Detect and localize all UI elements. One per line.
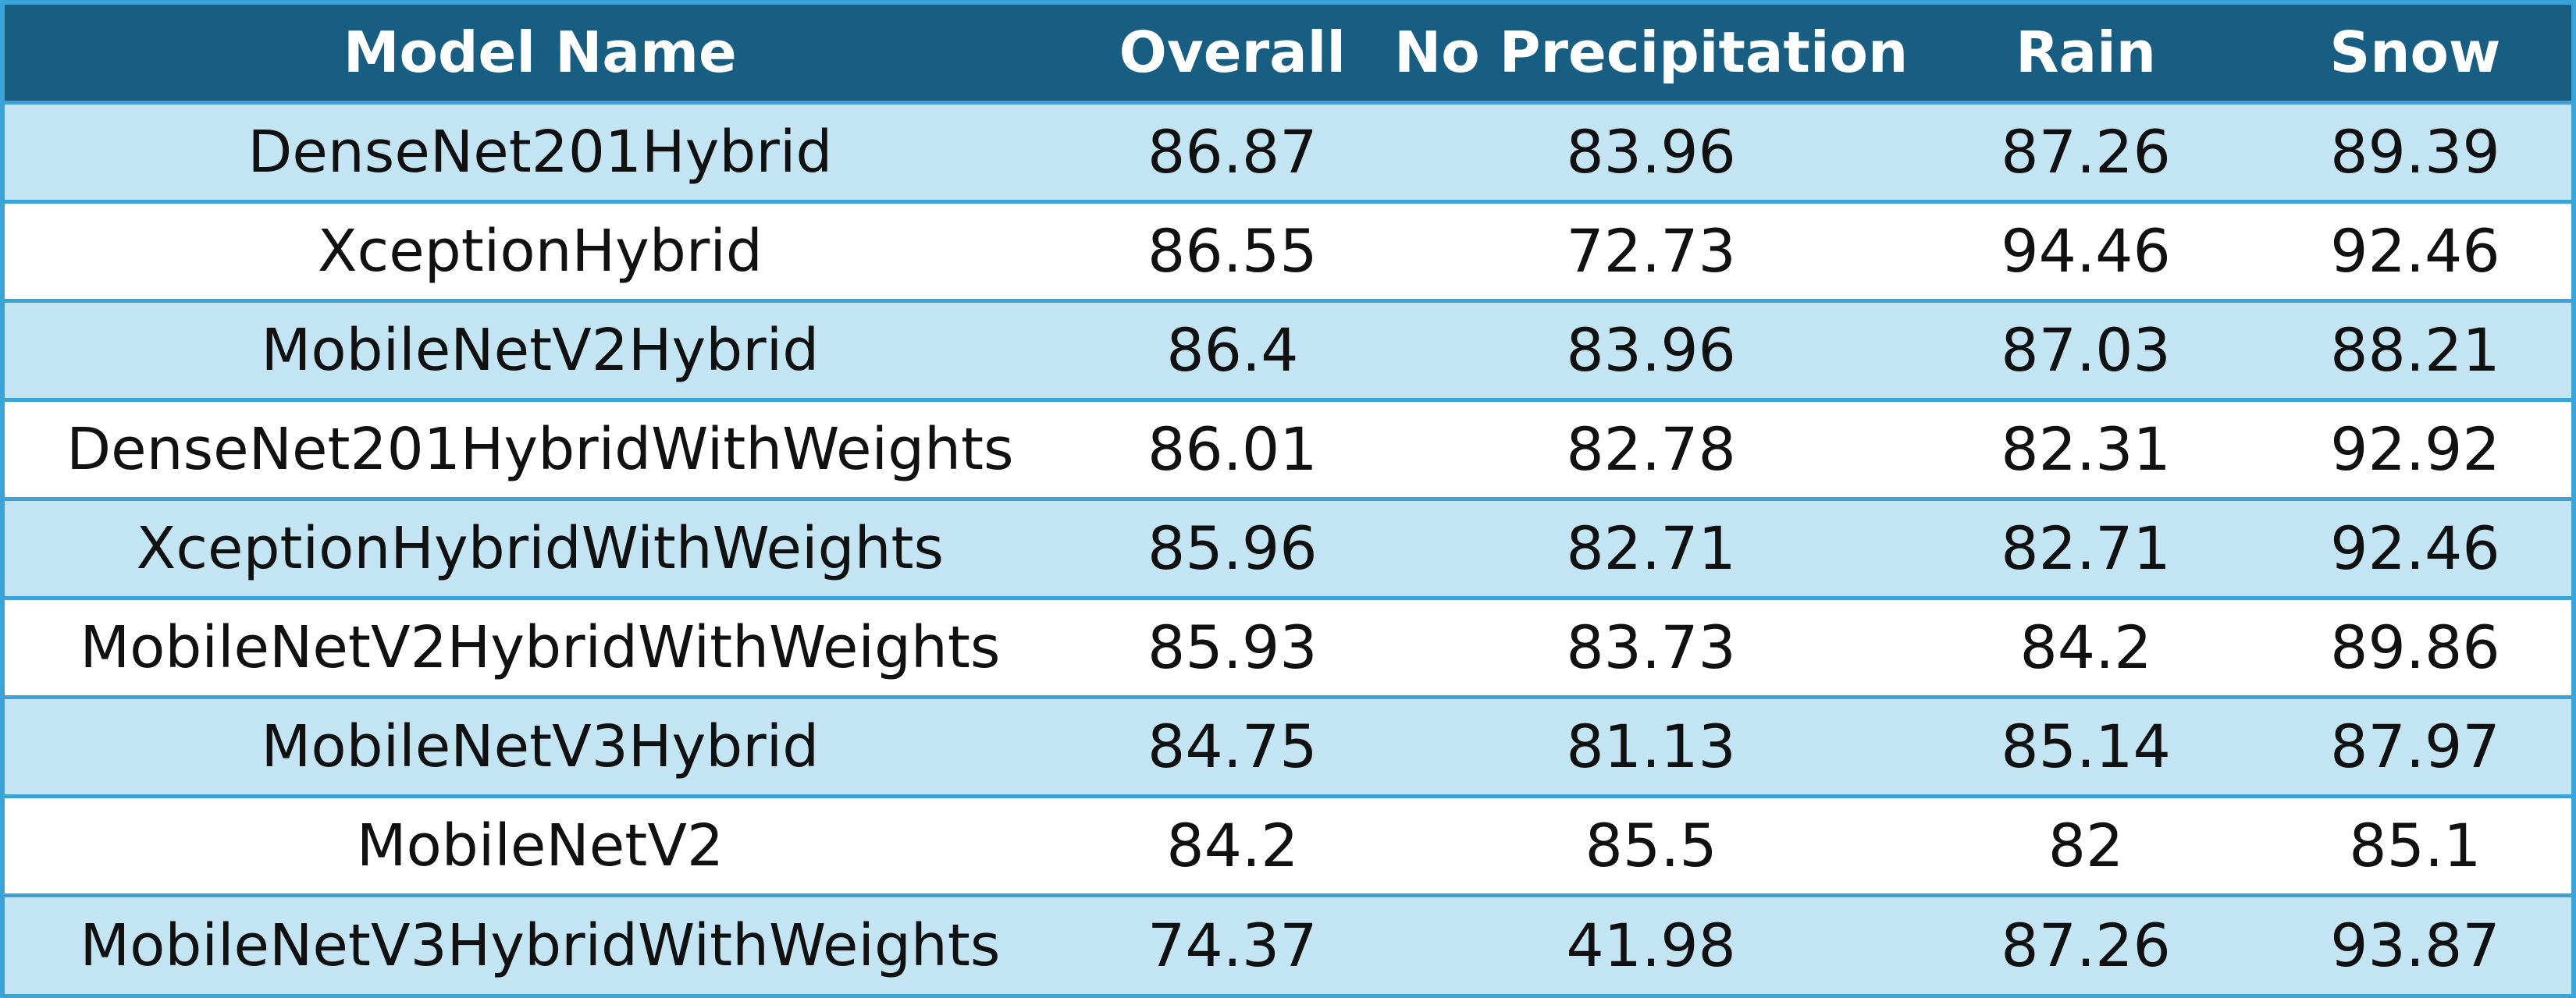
rain-cell: 85.14	[1912, 694, 2259, 796]
overall-cell: 74.37	[1075, 893, 1389, 994]
snow-cell: 92.46	[2258, 496, 2571, 598]
rain-cell: 82.31	[1912, 397, 2259, 499]
rain-cell: 82	[1912, 794, 2259, 895]
overall-cell: 84.75	[1075, 694, 1389, 796]
no-precipitation-cell: 83.73	[1389, 595, 1913, 697]
model-name-cell: MobileNetV2HybridWithWeights	[5, 595, 1076, 697]
overall-cell: 85.93	[1075, 595, 1389, 697]
snow-cell: 88.21	[2258, 298, 2571, 400]
snow-cell: 85.1	[2258, 794, 2571, 895]
overall-cell: 86.01	[1075, 397, 1389, 499]
table-row: MobileNetV2Hybrid 86.4 83.96 87.03 88.21	[5, 298, 2571, 400]
model-name-cell: MobileNetV2Hybrid	[5, 298, 1076, 400]
snow-cell: 92.92	[2258, 397, 2571, 499]
table-row: MobileNetV3HybridWithWeights 74.37 41.98…	[5, 893, 2571, 994]
results-table: Model Name Overall No Precipitation Rain…	[5, 5, 2571, 994]
overall-cell: 86.55	[1075, 199, 1389, 300]
table-row: MobileNetV3Hybrid 84.75 81.13 85.14 87.9…	[5, 694, 2571, 796]
header-model-name: Model Name	[5, 5, 1076, 102]
rain-cell: 87.03	[1912, 298, 2259, 400]
table-row: DenseNet201HybridWithWeights 86.01 82.78…	[5, 397, 2571, 499]
overall-cell: 86.87	[1075, 100, 1389, 201]
model-name-cell: XceptionHybridWithWeights	[5, 496, 1076, 598]
table-row: MobileNetV2HybridWithWeights 85.93 83.73…	[5, 595, 2571, 697]
table-row: MobileNetV2 84.2 85.5 82 85.1	[5, 794, 2571, 895]
no-precipitation-cell: 81.13	[1389, 694, 1913, 796]
model-name-cell: MobileNetV3HybridWithWeights	[5, 893, 1076, 994]
snow-cell: 87.97	[2258, 694, 2571, 796]
header-overall: Overall	[1075, 5, 1389, 102]
rain-cell: 87.26	[1912, 893, 2259, 994]
no-precipitation-cell: 85.5	[1389, 794, 1913, 895]
header-rain: Rain	[1912, 5, 2259, 102]
snow-cell: 89.39	[2258, 100, 2571, 201]
snow-cell: 92.46	[2258, 199, 2571, 300]
no-precipitation-cell: 83.96	[1389, 100, 1913, 201]
overall-cell: 86.4	[1075, 298, 1389, 400]
table-row: XceptionHybrid 86.55 72.73 94.46 92.46	[5, 199, 2571, 300]
table-row: XceptionHybridWithWeights 85.96 82.71 82…	[5, 496, 2571, 598]
model-name-cell: DenseNet201HybridWithWeights	[5, 397, 1076, 499]
table-row: DenseNet201Hybrid 86.87 83.96 87.26 89.3…	[5, 100, 2571, 201]
snow-cell: 93.87	[2258, 893, 2571, 994]
model-name-cell: MobileNetV3Hybrid	[5, 694, 1076, 796]
overall-cell: 85.96	[1075, 496, 1389, 598]
rain-cell: 84.2	[1912, 595, 2259, 697]
no-precipitation-cell: 41.98	[1389, 893, 1913, 994]
overall-cell: 84.2	[1075, 794, 1389, 895]
no-precipitation-cell: 83.96	[1389, 298, 1913, 400]
rain-cell: 82.71	[1912, 496, 2259, 598]
no-precipitation-cell: 82.71	[1389, 496, 1913, 598]
no-precipitation-cell: 72.73	[1389, 199, 1913, 300]
header-snow: Snow	[2258, 5, 2571, 102]
model-name-cell: XceptionHybrid	[5, 199, 1076, 300]
model-name-cell: MobileNetV2	[5, 794, 1076, 895]
no-precipitation-cell: 82.78	[1389, 397, 1913, 499]
table-header-row: Model Name Overall No Precipitation Rain…	[5, 5, 2571, 102]
model-name-cell: DenseNet201Hybrid	[5, 100, 1076, 201]
header-no-precipitation: No Precipitation	[1389, 5, 1913, 102]
rain-cell: 94.46	[1912, 199, 2259, 300]
rain-cell: 87.26	[1912, 100, 2259, 201]
snow-cell: 89.86	[2258, 595, 2571, 697]
